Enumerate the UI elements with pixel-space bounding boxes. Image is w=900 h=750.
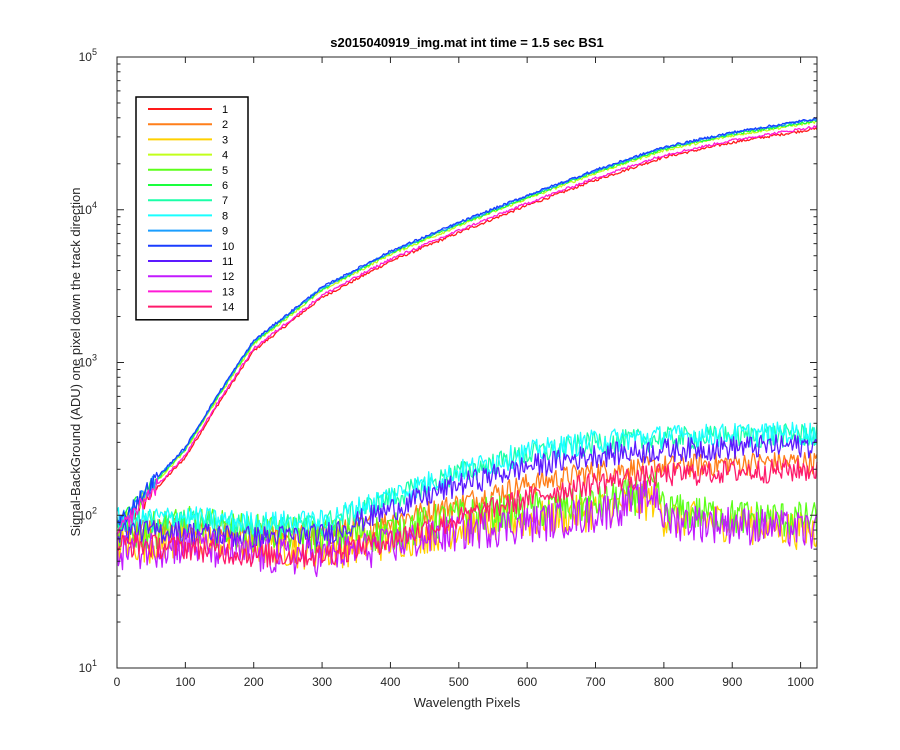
y-tick-exponent: 2 [92,505,97,515]
series-line-1 [116,127,818,538]
x-tick-label: 500 [449,675,469,689]
legend-label: 14 [222,302,234,314]
y-tick-base: 10 [79,661,93,675]
legend-label: 9 [222,226,228,238]
x-tick-label: 600 [517,675,537,689]
series-line-10 [116,116,818,526]
x-tick-label: 400 [380,675,400,689]
x-tick-label: 900 [722,675,742,689]
legend-label: 12 [222,271,234,283]
series-line-11 [116,434,818,550]
series-line-13 [116,124,818,536]
legend-label: 2 [222,119,228,131]
y-tick-label: 102 [79,505,97,522]
x-tick-label: 0 [114,675,121,689]
x-tick-label: 800 [654,675,674,689]
y-tick-base: 10 [79,508,93,522]
legend-label: 4 [222,150,228,162]
x-tick-label: 200 [244,675,264,689]
y-axis-label: Signal-BackGround (ADU) one pixel down t… [68,187,83,536]
legend-label: 6 [222,180,228,192]
series-line-4 [116,119,818,537]
legend-label: 1 [222,104,228,116]
legend-label: 7 [222,195,228,207]
y-tick-exponent: 1 [92,658,97,668]
x-tick-label: 300 [312,675,332,689]
x-tick-label: 1000 [787,675,814,689]
y-tick-exponent: 5 [92,47,97,57]
x-tick-label: 700 [586,675,606,689]
legend-label: 5 [222,165,228,177]
legend-label: 11 [222,256,233,268]
chart-title: s2015040919_img.mat int time = 1.5 sec B… [330,35,604,50]
y-tick-base: 10 [79,203,93,217]
series-line-14 [116,458,818,568]
y-tick-base: 10 [79,50,93,64]
legend-label: 3 [222,134,228,146]
series-line-8 [116,421,818,536]
legend-label: 13 [222,286,234,298]
x-axis-ticks: 0 100 200 300 400 500 600 700 800 900 1000 [114,57,814,689]
y-tick-exponent: 4 [92,200,97,210]
y-tick-label: 104 [79,200,97,217]
x-tick-label: 100 [175,675,195,689]
y-tick-label: 105 [79,47,97,64]
legend-box [135,96,249,321]
y-tick-exponent: 3 [92,353,97,363]
y-tick-label: 103 [79,353,97,370]
series-traces [116,116,818,578]
legend-label: 8 [222,210,228,222]
x-axis-label: Wavelength Pixels [414,695,521,710]
y-tick-label: 101 [79,658,97,675]
y-tick-base: 10 [79,356,93,370]
legend-label: 10 [222,241,234,253]
